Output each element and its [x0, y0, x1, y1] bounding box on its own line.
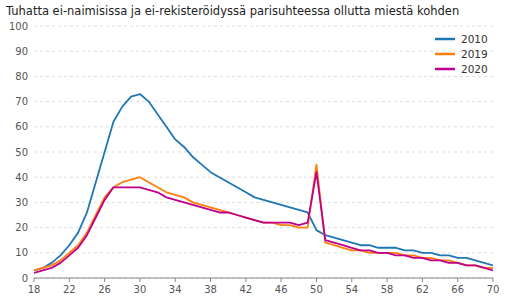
x-tick — [457, 278, 458, 282]
x-tick — [245, 278, 246, 282]
title: Tuhatta ei-naimisissa ja ei-rekisteröidy… — [5, 4, 459, 18]
legend-label: 2019 — [461, 48, 488, 60]
y-tick-label: 20 — [15, 222, 28, 233]
x-tick-label: 38 — [204, 284, 217, 295]
legend-swatch — [435, 53, 455, 56]
grid-line — [34, 278, 493, 279]
y-tick-label: 90 — [15, 46, 28, 57]
grid-line — [34, 177, 493, 178]
grid-line — [34, 152, 493, 153]
lines — [34, 94, 493, 273]
x-tick-label: 18 — [28, 284, 41, 295]
x-tick-label: 22 — [63, 284, 76, 295]
y-tick-label: 70 — [15, 96, 28, 107]
x-tick — [139, 278, 140, 282]
legend-label: 2020 — [461, 63, 488, 75]
x-tick-label: 42 — [239, 284, 252, 295]
x-tick-label: 50 — [310, 284, 323, 295]
x-tick — [69, 278, 70, 282]
series-line — [34, 172, 493, 273]
legend-swatch — [435, 38, 455, 41]
series-line — [34, 165, 493, 271]
x-tick-label: 58 — [381, 284, 394, 295]
x-tick-label: 70 — [487, 284, 500, 295]
grid-line — [34, 26, 493, 27]
grid-line — [34, 227, 493, 228]
x-axis-line — [34, 278, 493, 279]
x-tick-label: 26 — [98, 284, 111, 295]
x-tick — [34, 278, 35, 282]
chart: Tuhatta ei-naimisissa ja ei-rekisteröidy… — [0, 0, 505, 302]
y-tick-label: 60 — [15, 121, 28, 132]
x-tick — [351, 278, 352, 282]
y-tick-label: 10 — [15, 247, 28, 258]
grid-line — [34, 76, 493, 77]
grid-line — [34, 126, 493, 127]
y-tick-label: 40 — [15, 172, 28, 183]
x-tick — [493, 278, 494, 282]
x-tick — [281, 278, 282, 282]
x-tick-label: 34 — [169, 284, 182, 295]
x-tick — [175, 278, 176, 282]
x-tick — [422, 278, 423, 282]
x-tick-label: 54 — [345, 284, 358, 295]
x-tick-label: 62 — [416, 284, 429, 295]
x-tick-label: 66 — [451, 284, 464, 295]
x-tick — [104, 278, 105, 282]
y-tick-label: 30 — [15, 197, 28, 208]
legend: 2010 2019 2020 — [435, 33, 488, 75]
legend-swatch — [435, 68, 455, 71]
x-tick-label: 30 — [134, 284, 147, 295]
legend-label: 2010 — [461, 33, 488, 45]
x-tick — [316, 278, 317, 282]
grid-line — [34, 101, 493, 102]
y-tick-label: 0 — [22, 273, 28, 284]
x-tick — [387, 278, 388, 282]
y-tick-label: 100 — [9, 21, 28, 32]
x-tick — [210, 278, 211, 282]
series-line — [34, 94, 493, 270]
grid-line — [34, 51, 493, 52]
y-tick-label: 80 — [15, 71, 28, 82]
x-tick-label: 46 — [275, 284, 288, 295]
y-tick-label: 50 — [15, 147, 28, 158]
grid — [34, 26, 493, 278]
